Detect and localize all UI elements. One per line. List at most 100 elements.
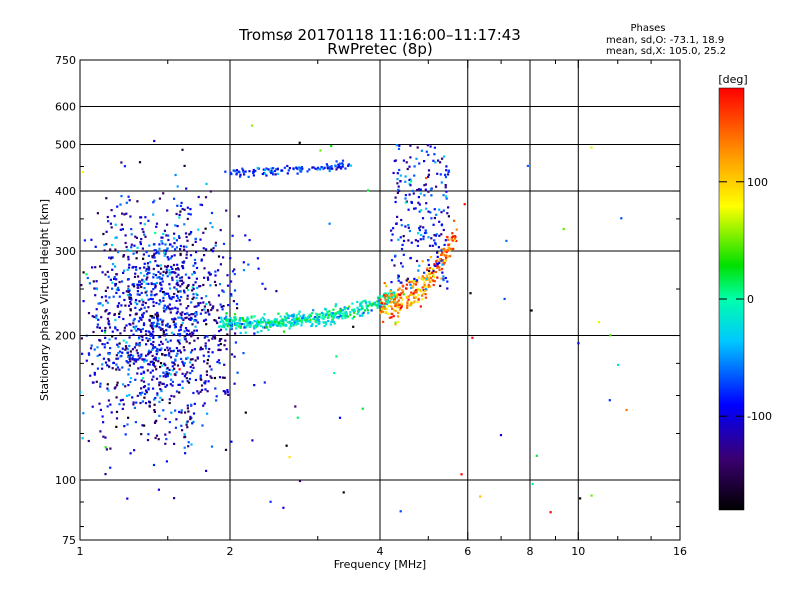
data-point — [303, 319, 306, 322]
data-point — [176, 204, 179, 207]
data-point — [167, 372, 171, 375]
data-point — [397, 147, 401, 150]
data-point — [432, 279, 435, 282]
data-point — [117, 286, 120, 289]
data-point — [128, 355, 131, 358]
data-point — [229, 171, 232, 174]
data-point — [333, 316, 336, 319]
data-point — [88, 282, 91, 285]
data-point — [155, 249, 158, 252]
data-point — [424, 188, 427, 191]
data-point — [380, 307, 383, 311]
data-point — [396, 191, 399, 194]
data-point — [423, 285, 426, 288]
data-point — [174, 224, 177, 227]
data-point — [173, 292, 176, 296]
data-point — [444, 176, 447, 179]
data-point — [95, 317, 98, 320]
data-point — [390, 316, 393, 319]
data-point — [263, 318, 266, 321]
data-point — [197, 228, 200, 231]
data-point — [400, 305, 403, 308]
data-point — [127, 304, 131, 307]
data-point — [416, 300, 419, 304]
data-point — [394, 254, 397, 257]
data-point — [147, 254, 150, 257]
data-point — [120, 304, 123, 307]
data-point — [105, 299, 108, 302]
data-point — [394, 303, 397, 306]
data-point — [108, 338, 111, 341]
data-point — [277, 312, 280, 315]
data-point — [410, 280, 413, 283]
data-point — [184, 273, 187, 276]
data-point — [133, 318, 136, 321]
data-point — [577, 342, 580, 345]
data-point — [453, 239, 456, 242]
data-point — [164, 338, 168, 341]
data-point — [312, 309, 315, 312]
data-point — [144, 216, 147, 219]
data-point — [204, 227, 207, 230]
data-point — [180, 201, 183, 204]
data-point — [333, 322, 336, 325]
data-point — [243, 326, 246, 329]
data-point — [93, 371, 96, 374]
data-point — [402, 159, 405, 162]
data-point — [196, 337, 199, 340]
data-point — [110, 411, 113, 414]
data-point — [234, 170, 237, 173]
data-point — [93, 315, 96, 319]
data-point — [153, 410, 156, 413]
data-point — [471, 336, 474, 339]
data-point — [366, 309, 369, 312]
data-point — [315, 313, 318, 316]
y-tick-label: 600 — [55, 101, 76, 114]
data-point — [442, 194, 445, 197]
data-point — [282, 321, 285, 324]
data-point — [186, 294, 189, 297]
data-point — [222, 390, 225, 393]
data-point — [164, 250, 168, 253]
data-point — [191, 369, 194, 372]
data-point — [166, 256, 169, 259]
data-point — [133, 406, 136, 409]
data-point — [269, 500, 272, 503]
data-point — [248, 170, 251, 173]
data-point — [375, 303, 378, 306]
data-point — [440, 249, 443, 252]
data-point — [189, 372, 192, 375]
data-point — [141, 303, 144, 306]
data-point — [241, 323, 244, 326]
data-point — [145, 343, 148, 346]
data-point — [253, 315, 256, 318]
data-point — [158, 252, 161, 255]
data-point — [124, 234, 127, 237]
data-point — [152, 316, 155, 319]
data-point — [263, 319, 266, 322]
data-point — [111, 287, 114, 290]
data-point — [191, 358, 194, 361]
data-point — [205, 347, 208, 350]
data-point — [339, 314, 342, 317]
data-point — [393, 298, 397, 301]
data-point — [404, 180, 407, 183]
data-point — [217, 269, 220, 272]
data-point — [256, 257, 259, 260]
data-point — [145, 278, 148, 281]
data-point — [199, 390, 202, 393]
data-point — [116, 357, 120, 360]
data-point — [126, 348, 129, 351]
data-point — [428, 276, 431, 279]
data-point — [151, 324, 154, 327]
data-point — [443, 247, 446, 250]
data-point — [297, 312, 300, 315]
data-point — [164, 442, 167, 445]
data-point — [266, 321, 270, 325]
data-point — [94, 266, 97, 269]
data-point — [438, 220, 441, 223]
data-point — [162, 409, 165, 412]
data-point — [140, 291, 143, 294]
data-point — [169, 383, 172, 386]
